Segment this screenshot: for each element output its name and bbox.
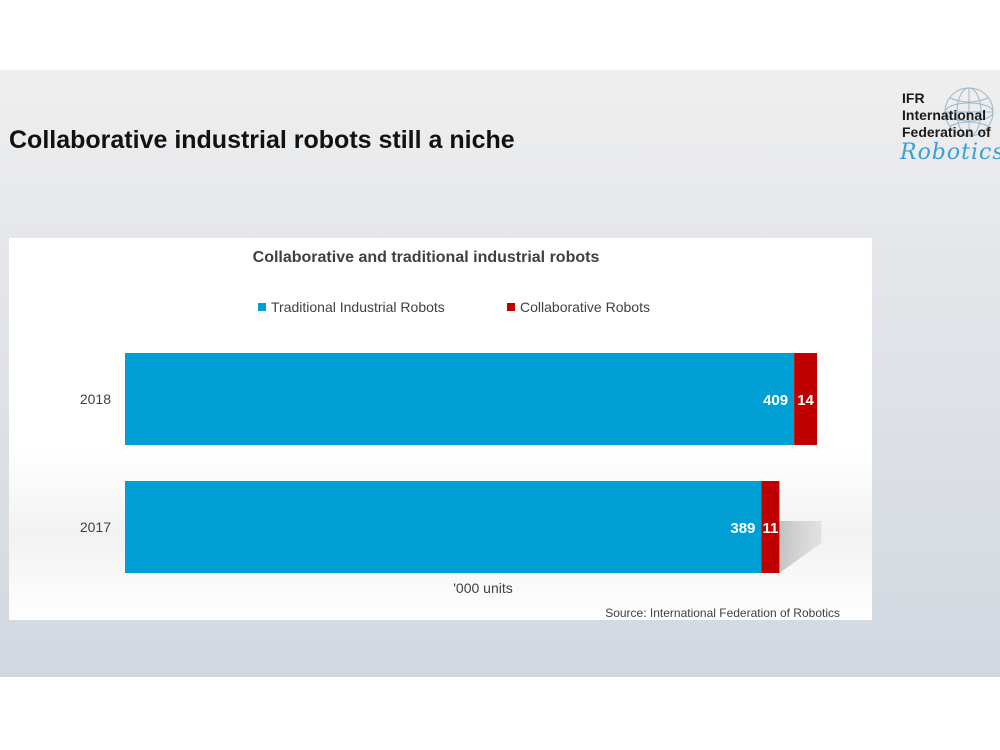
bars: 2018 409 14 2017 389 11 — [80, 353, 822, 573]
data-label-2018-series-0: 409 — [763, 392, 788, 409]
logo-text-federation: Federation of — [902, 124, 991, 140]
bar-shadow — [779, 521, 822, 573]
data-label-2018-series-1: 14 — [797, 392, 814, 409]
bar-2018-series-1 — [794, 353, 818, 445]
legend-swatch-1 — [507, 303, 515, 311]
data-label-2017-series-0: 389 — [730, 520, 755, 537]
bar-chart: Collaborative and traditional industrial… — [80, 249, 840, 620]
chart-title: Collaborative and traditional industrial… — [253, 249, 600, 266]
chart-legend: Traditional Industrial Robots Collaborati… — [258, 299, 650, 315]
bar-2017-series-0 — [125, 481, 762, 573]
bar-2018-series-0 — [125, 353, 795, 445]
category-label-2018: 2018 — [80, 391, 111, 407]
bar-2017-series-1 — [761, 481, 780, 573]
chart-panel: Collaborative and traditional industrial… — [9, 238, 872, 620]
source-note: Source: International Federation of Robo… — [605, 606, 840, 620]
logo-text-international: International — [902, 107, 987, 123]
legend-label-0: Traditional Industrial Robots — [271, 299, 445, 315]
data-label-2017-series-1: 11 — [762, 520, 778, 537]
legend-label-1: Collaborative Robots — [520, 299, 650, 315]
slide-title: Collaborative industrial robots still a … — [9, 126, 515, 154]
logo-text-robotics: Robotics — [900, 140, 1000, 165]
logo-text-ifr: IFR — [902, 90, 925, 106]
globe-icon — [944, 87, 994, 137]
category-label-2017: 2017 — [80, 519, 111, 535]
legend-swatch-0 — [258, 303, 266, 311]
ifr-logo: IFR International Federation of Robotics — [896, 86, 1000, 170]
x-axis-label: '000 units — [453, 580, 513, 596]
